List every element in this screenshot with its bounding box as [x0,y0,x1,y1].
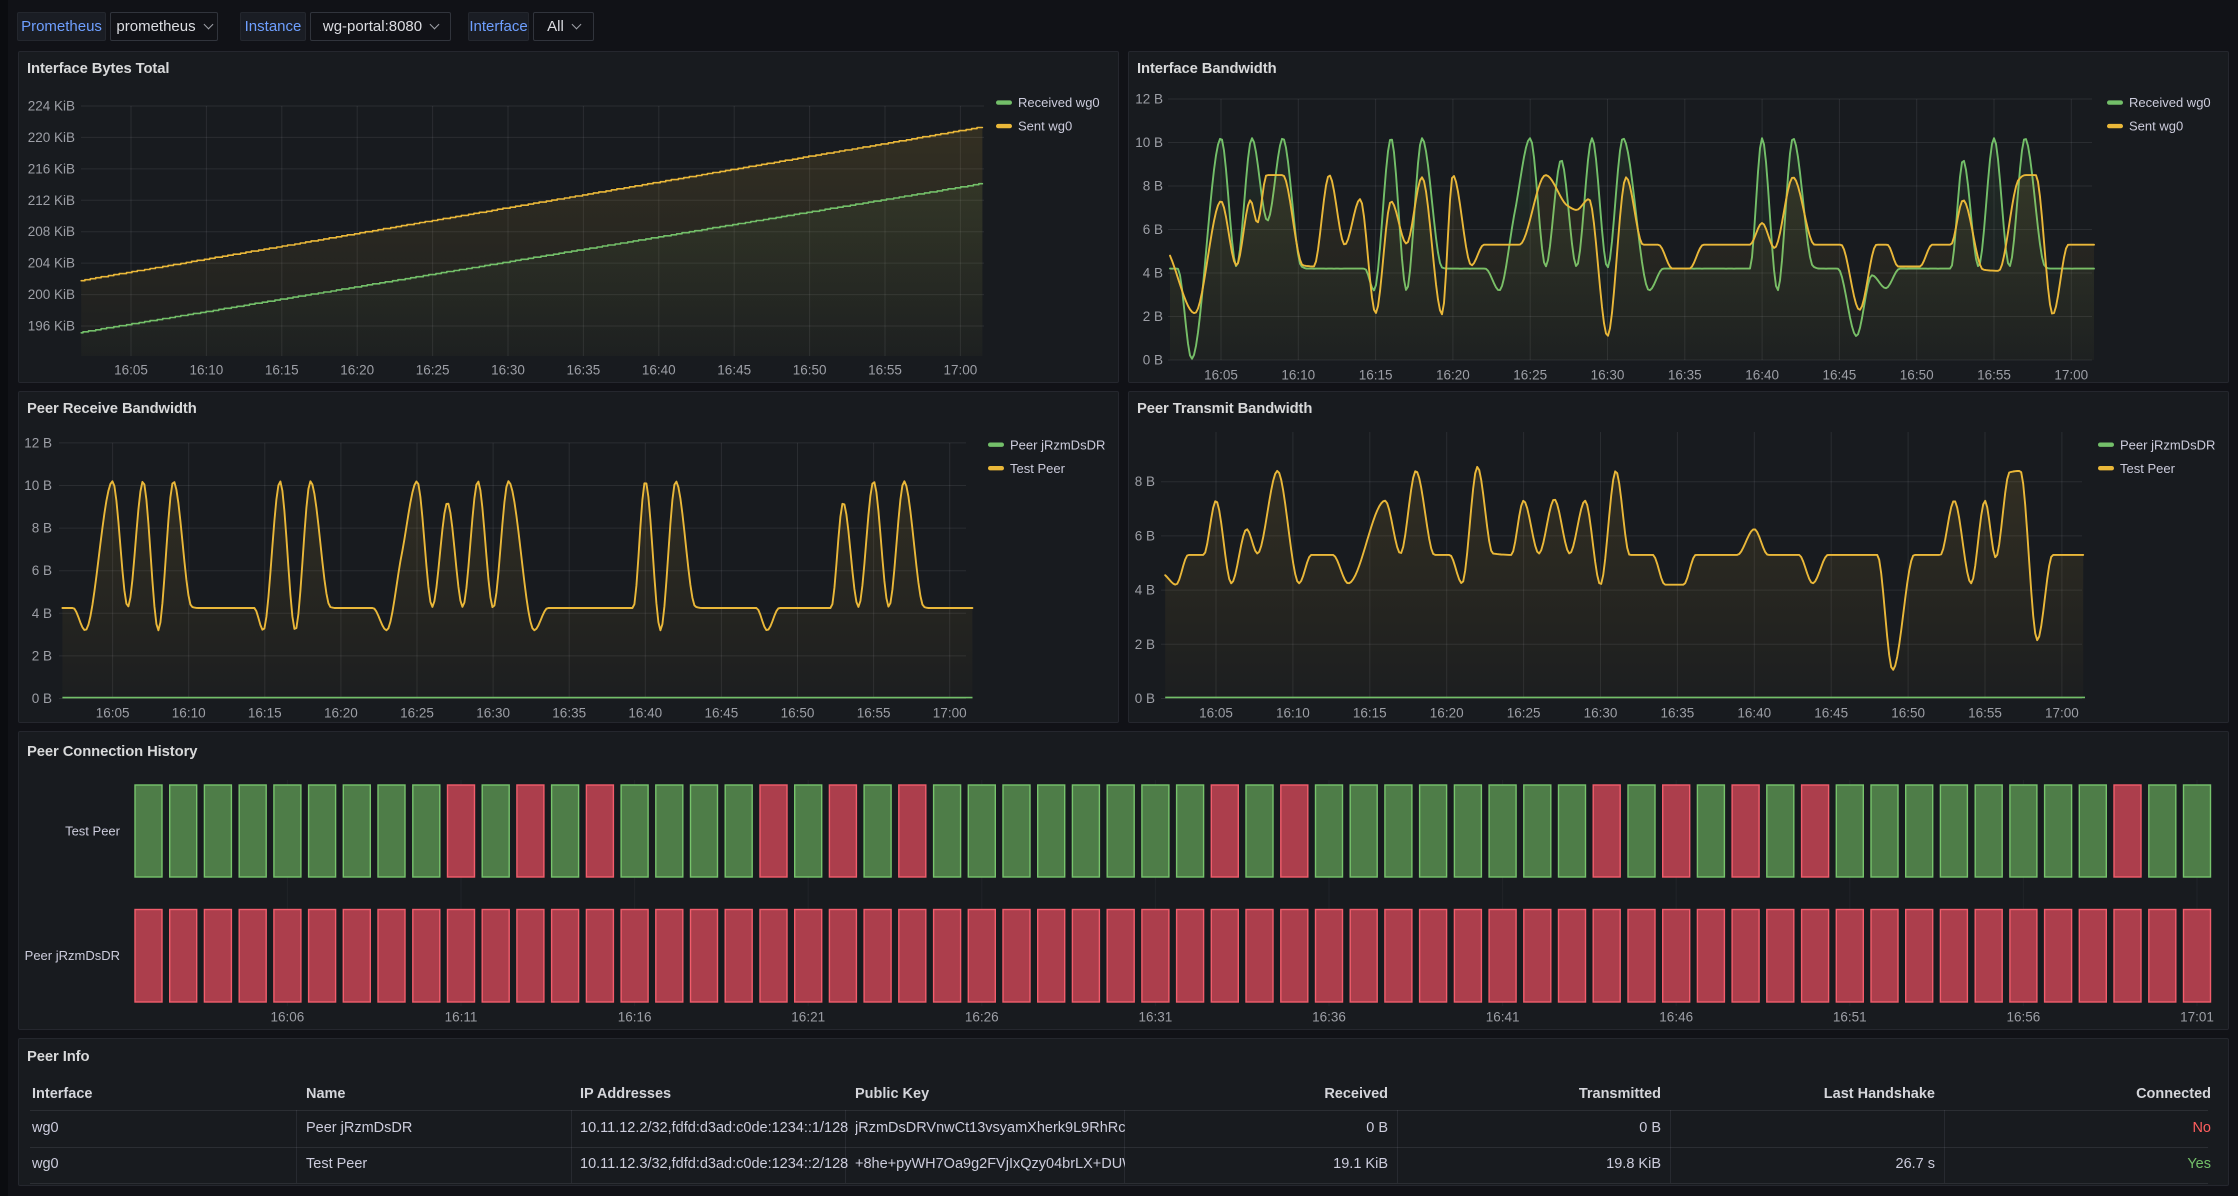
svg-text:16:30: 16:30 [491,363,525,378]
svg-text:16:30: 16:30 [1584,706,1618,721]
svg-text:16:50: 16:50 [781,706,815,721]
svg-text:4 B: 4 B [32,606,52,621]
svg-text:4 B: 4 B [1135,583,1155,598]
svg-text:16:41: 16:41 [1486,1010,1520,1025]
svg-text:16:55: 16:55 [1977,368,2011,383]
svg-text:Peer jRzmDsDR: Peer jRzmDsDR [1010,437,1105,452]
svg-text:16:20: 16:20 [324,706,358,721]
svg-text:212 KiB: 212 KiB [28,193,75,208]
svg-text:16:56: 16:56 [2007,1010,2041,1025]
svg-text:2 B: 2 B [1143,309,1163,324]
svg-text:16:20: 16:20 [1430,706,1464,721]
svg-text:Received wg0: Received wg0 [1018,95,1100,110]
svg-text:16:25: 16:25 [400,706,434,721]
svg-text:16:30: 16:30 [1591,368,1625,383]
svg-text:Peer jRzmDsDR: Peer jRzmDsDR [2120,437,2215,452]
svg-text:204 KiB: 204 KiB [28,256,75,271]
svg-text:16:50: 16:50 [1900,368,1934,383]
svg-text:224 KiB: 224 KiB [28,99,75,114]
svg-text:16:15: 16:15 [1359,368,1393,383]
svg-text:16:55: 16:55 [857,706,891,721]
svg-text:8 B: 8 B [1135,474,1155,489]
svg-text:16:10: 16:10 [172,706,206,721]
svg-text:16:10: 16:10 [1276,706,1310,721]
svg-text:16:40: 16:40 [1737,706,1771,721]
svg-text:16:46: 16:46 [1659,1010,1693,1025]
svg-text:16:45: 16:45 [1823,368,1857,383]
svg-text:17:01: 17:01 [2180,1010,2214,1025]
svg-text:16:25: 16:25 [1513,368,1547,383]
svg-text:220 KiB: 220 KiB [28,130,75,145]
svg-text:17:00: 17:00 [933,706,967,721]
svg-text:17:00: 17:00 [2054,368,2088,383]
svg-text:16:45: 16:45 [1814,706,1848,721]
svg-text:16:05: 16:05 [96,706,130,721]
svg-text:16:10: 16:10 [1281,368,1315,383]
svg-text:10 B: 10 B [1135,135,1163,150]
svg-text:16:35: 16:35 [1661,706,1695,721]
svg-text:16:30: 16:30 [476,706,510,721]
svg-text:Sent wg0: Sent wg0 [1018,119,1072,134]
svg-text:216 KiB: 216 KiB [28,161,75,176]
svg-text:16:05: 16:05 [1204,368,1238,383]
svg-text:Sent wg0: Sent wg0 [2129,119,2183,134]
svg-text:17:00: 17:00 [2045,706,2079,721]
svg-text:0 B: 0 B [32,691,52,706]
svg-text:12 B: 12 B [1135,92,1163,107]
svg-text:196 KiB: 196 KiB [28,319,75,334]
svg-text:16:25: 16:25 [416,363,450,378]
svg-text:16:06: 16:06 [271,1010,305,1025]
svg-text:10 B: 10 B [24,478,52,493]
svg-text:16:20: 16:20 [1436,368,1470,383]
svg-text:16:15: 16:15 [248,706,282,721]
svg-text:16:15: 16:15 [265,363,299,378]
svg-text:Test Peer: Test Peer [1010,461,1066,476]
svg-text:0 B: 0 B [1143,353,1163,368]
svg-text:16:40: 16:40 [642,363,676,378]
svg-text:16:55: 16:55 [1968,706,2002,721]
svg-text:16:36: 16:36 [1312,1010,1346,1025]
svg-text:17:00: 17:00 [944,363,978,378]
svg-text:16:50: 16:50 [1891,706,1925,721]
svg-text:16:11: 16:11 [445,1010,478,1025]
svg-text:4 B: 4 B [1143,266,1163,281]
svg-text:16:31: 16:31 [1139,1010,1173,1025]
svg-text:16:05: 16:05 [1199,706,1233,721]
svg-text:0 B: 0 B [1135,691,1155,706]
svg-text:16:35: 16:35 [1668,368,1702,383]
svg-text:Received wg0: Received wg0 [2129,95,2211,110]
svg-text:12 B: 12 B [24,435,52,450]
svg-text:16:50: 16:50 [793,363,827,378]
svg-text:6 B: 6 B [1143,222,1163,237]
svg-text:16:26: 16:26 [965,1010,999,1025]
svg-text:200 KiB: 200 KiB [28,287,75,302]
svg-text:16:25: 16:25 [1507,706,1541,721]
svg-text:8 B: 8 B [1143,179,1163,194]
svg-text:16:15: 16:15 [1353,706,1387,721]
svg-text:2 B: 2 B [1135,637,1155,652]
svg-text:Test Peer: Test Peer [2120,461,2176,476]
svg-text:Peer jRzmDsDR: Peer jRzmDsDR [25,948,120,963]
svg-text:208 KiB: 208 KiB [28,224,75,239]
svg-text:Test Peer: Test Peer [65,824,121,839]
svg-text:2 B: 2 B [32,648,52,663]
svg-text:16:40: 16:40 [628,706,662,721]
svg-text:6 B: 6 B [32,563,52,578]
svg-text:8 B: 8 B [32,521,52,536]
svg-text:16:05: 16:05 [114,363,148,378]
svg-text:16:10: 16:10 [190,363,224,378]
svg-text:16:45: 16:45 [705,706,739,721]
svg-text:16:55: 16:55 [868,363,902,378]
svg-text:16:21: 16:21 [791,1010,825,1025]
svg-text:16:51: 16:51 [1833,1010,1867,1025]
svg-text:6 B: 6 B [1135,528,1155,543]
svg-text:16:35: 16:35 [552,706,586,721]
svg-text:16:16: 16:16 [618,1010,652,1025]
svg-text:16:45: 16:45 [717,363,751,378]
svg-text:16:20: 16:20 [340,363,374,378]
svg-text:16:40: 16:40 [1745,368,1779,383]
svg-text:16:35: 16:35 [567,363,601,378]
